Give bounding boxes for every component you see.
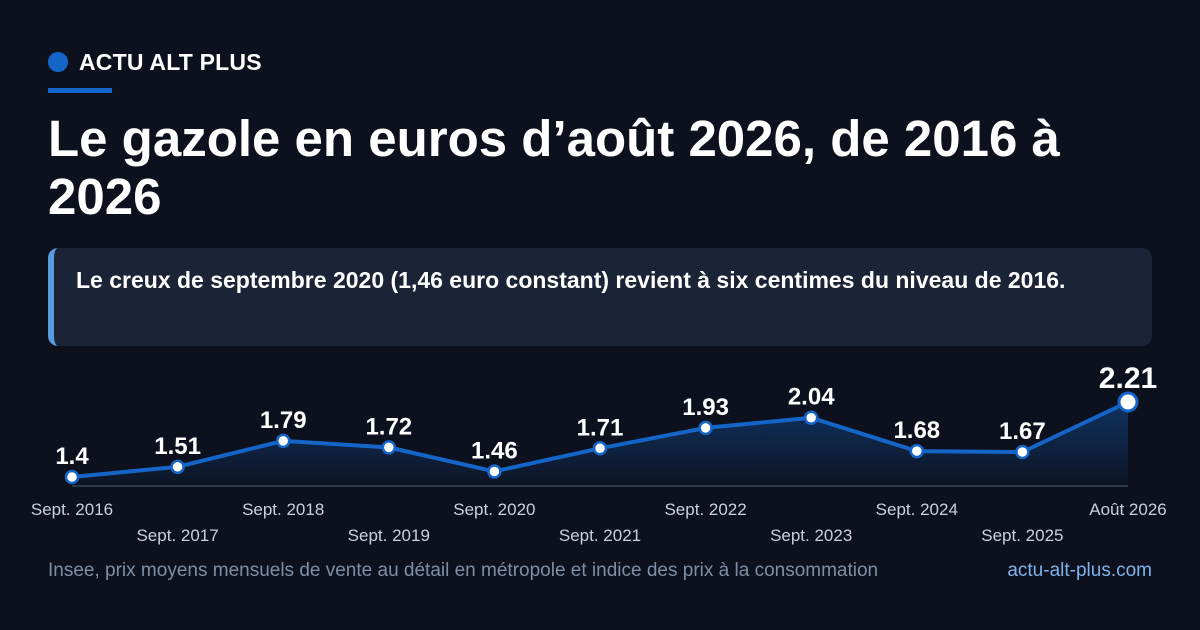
- data-point: [1117, 391, 1139, 413]
- page-title: Le gazole en euros d’août 2026, de 2016 …: [48, 110, 1060, 225]
- tick-label: Sept. 2021: [559, 526, 641, 545]
- data-point: [803, 410, 819, 425]
- tick-label: Sept. 2018: [242, 500, 324, 519]
- brand-rule: [48, 88, 112, 93]
- tick-label: Sept. 2024: [876, 500, 958, 519]
- data-label: 1.46: [471, 437, 518, 464]
- tick-label: Sept. 2025: [981, 526, 1063, 545]
- callout-text: Le creux de septembre 2020 (1,46 euro co…: [76, 267, 1066, 293]
- data-point: [698, 420, 713, 436]
- brand-dot-icon: [48, 52, 68, 72]
- data-point: [170, 459, 185, 475]
- data-point: [275, 433, 291, 449]
- chart-area-fill: [72, 402, 1128, 486]
- data-label: 1.4: [55, 443, 89, 470]
- data-point: [592, 441, 608, 456]
- line-chart: 1.4 1.51 1.79 1.72 1.46 1.71 1.93 2.04 1.68 1.67 2…: [31, 362, 1167, 545]
- data-label: 1.51: [154, 433, 201, 460]
- data-label: 1.67: [999, 418, 1046, 445]
- data-label: 1.79: [260, 407, 307, 434]
- data-point: [381, 440, 397, 455]
- data-label: 1.72: [365, 413, 412, 440]
- tick-label: Sept. 2019: [348, 526, 430, 545]
- tick-label: Août 2026: [1089, 500, 1167, 519]
- tick-label: Sept. 2023: [770, 526, 852, 545]
- source-note: Insee, prix moyens mensuels de vente au …: [48, 560, 879, 581]
- tick-label: Sept. 2016: [31, 500, 113, 519]
- tick-label: Sept. 2020: [453, 500, 535, 519]
- tick-label: Sept. 2022: [664, 500, 746, 519]
- brand-name: ACTU ALT PLUS: [79, 48, 262, 75]
- data-point: [64, 469, 80, 485]
- callout: Le creux de septembre 2020 (1,46 euro co…: [48, 248, 1152, 346]
- data-label: 1.71: [577, 414, 624, 441]
- brand: ACTU ALT PLUS: [48, 48, 262, 76]
- data-label: 1.68: [893, 417, 940, 444]
- site-link[interactable]: actu-alt-plus.com: [1007, 560, 1152, 581]
- data-point: [909, 443, 925, 459]
- data-label: 2.04: [788, 384, 835, 411]
- data-label: 2.21: [1099, 362, 1157, 395]
- footer: Insee, prix moyens mensuels de vente au …: [48, 560, 1152, 582]
- data-point: [1015, 444, 1030, 460]
- data-label: 1.93: [682, 394, 729, 421]
- tick-label: Sept. 2017: [136, 526, 218, 545]
- data-point: [487, 464, 502, 479]
